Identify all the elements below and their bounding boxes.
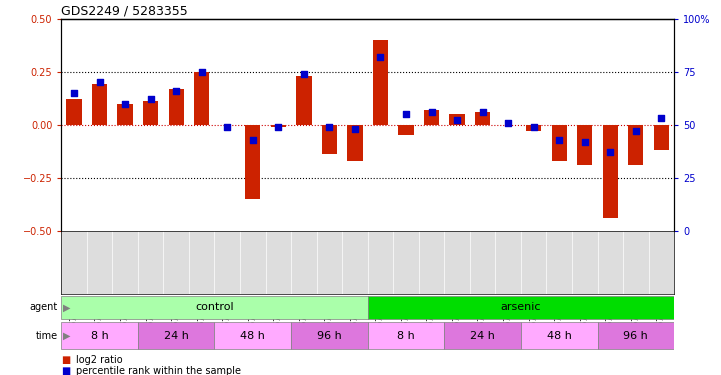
Text: 24 h: 24 h — [164, 331, 189, 340]
Bar — [424, 110, 439, 125]
Point — [655, 116, 667, 122]
Text: ■: ■ — [61, 355, 71, 365]
Bar — [654, 124, 669, 150]
Text: 48 h: 48 h — [240, 331, 265, 340]
Point — [170, 88, 182, 94]
Bar — [245, 124, 260, 199]
Point — [145, 96, 156, 102]
Text: ▶: ▶ — [63, 303, 70, 312]
Bar — [521, 322, 598, 349]
Bar — [215, 322, 291, 349]
Point — [120, 100, 131, 106]
Point — [68, 90, 80, 96]
Point — [503, 120, 514, 126]
Point — [400, 111, 412, 117]
Text: agent: agent — [30, 303, 58, 312]
Point — [477, 109, 488, 115]
Bar — [92, 84, 107, 124]
Point — [324, 124, 335, 130]
Bar — [398, 124, 414, 135]
Bar — [138, 322, 215, 349]
Point — [247, 136, 259, 142]
Bar — [143, 101, 159, 124]
Text: ■: ■ — [61, 366, 71, 375]
Bar — [348, 124, 363, 161]
Bar — [475, 112, 490, 125]
Bar — [373, 40, 388, 125]
Text: 8 h: 8 h — [91, 331, 108, 340]
Text: control: control — [195, 303, 234, 312]
Bar — [66, 99, 81, 124]
Point — [273, 124, 284, 130]
Point — [630, 128, 642, 134]
Point — [94, 80, 105, 86]
Text: 48 h: 48 h — [547, 331, 572, 340]
Point — [196, 69, 208, 75]
Bar — [322, 124, 337, 154]
Bar — [296, 76, 311, 124]
Bar — [61, 322, 138, 349]
Point — [426, 109, 438, 115]
Text: arsenic: arsenic — [500, 303, 541, 312]
Point — [554, 136, 565, 142]
Point — [221, 124, 233, 130]
Text: time: time — [35, 331, 58, 340]
Bar — [444, 322, 521, 349]
Point — [604, 149, 616, 155]
Bar — [628, 124, 644, 165]
Text: percentile rank within the sample: percentile rank within the sample — [76, 366, 241, 375]
Text: GDS2249 / 5283355: GDS2249 / 5283355 — [61, 4, 188, 18]
Text: ▶: ▶ — [63, 331, 70, 340]
Bar — [603, 124, 618, 218]
Bar — [577, 124, 593, 165]
Bar — [61, 296, 368, 320]
Bar — [368, 322, 444, 349]
Bar — [169, 88, 184, 125]
Text: 96 h: 96 h — [624, 331, 648, 340]
Bar — [368, 296, 674, 320]
Bar — [291, 322, 368, 349]
Point — [375, 54, 386, 60]
Bar — [552, 124, 567, 161]
Text: log2 ratio: log2 ratio — [76, 355, 123, 365]
Bar — [194, 72, 209, 124]
Text: 96 h: 96 h — [317, 331, 342, 340]
Point — [528, 124, 539, 130]
Bar — [598, 322, 674, 349]
Bar — [118, 104, 133, 125]
Bar — [449, 114, 465, 125]
Text: 24 h: 24 h — [470, 331, 495, 340]
Point — [579, 139, 590, 145]
Point — [451, 117, 463, 123]
Bar — [526, 124, 541, 131]
Text: 8 h: 8 h — [397, 331, 415, 340]
Point — [349, 126, 360, 132]
Bar — [270, 124, 286, 127]
Point — [298, 71, 309, 77]
